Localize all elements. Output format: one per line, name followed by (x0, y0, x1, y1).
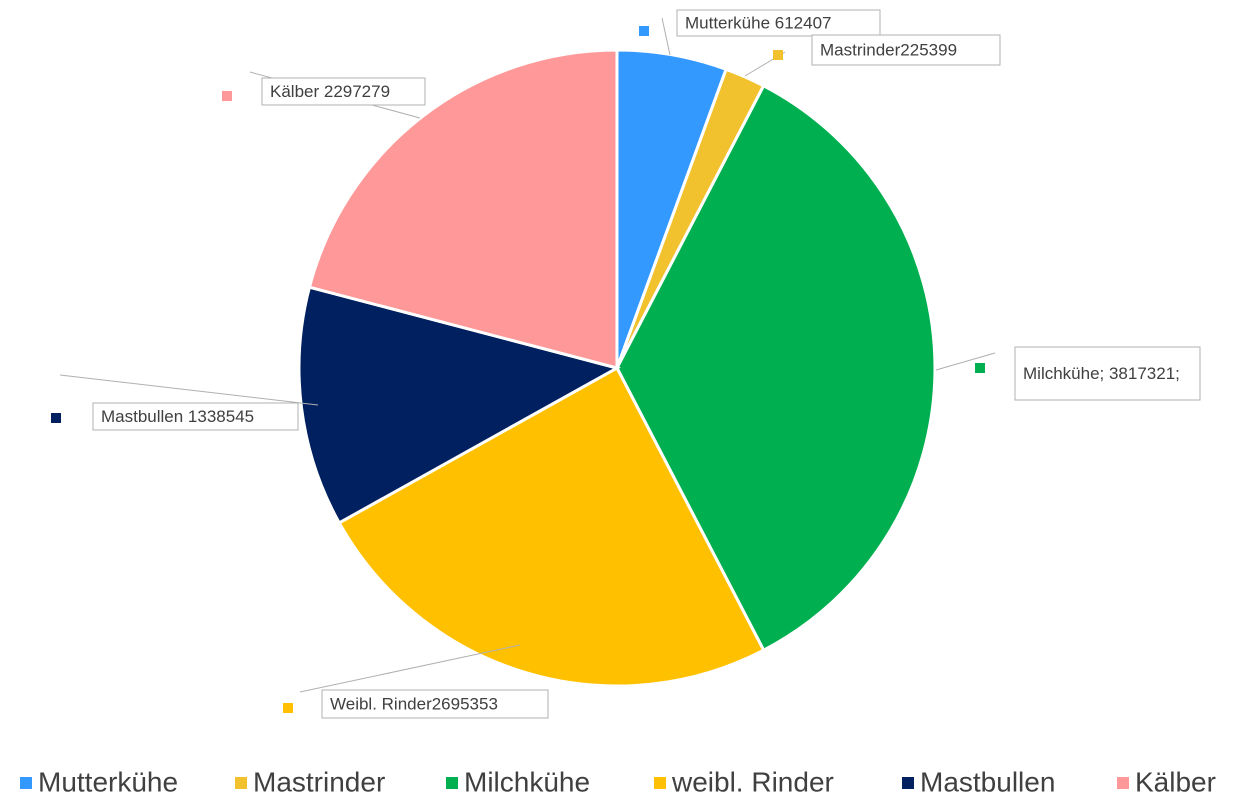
legend-key (20, 777, 32, 789)
legend-label: Mastbullen (920, 766, 1055, 797)
data-label-box (1014, 346, 1201, 401)
data-label-box (676, 9, 881, 37)
data-label-key (639, 26, 649, 36)
data-label-box (92, 402, 299, 431)
data-label: Kälber 2297279 (270, 82, 390, 101)
leader-line (935, 352, 996, 371)
data-label: Mastrinder225399 (820, 40, 957, 59)
data-label-box (261, 77, 426, 106)
data-label: Mutterkühe 612407 (685, 13, 832, 32)
data-label-box (811, 34, 1001, 66)
legend-key (446, 777, 458, 789)
legend-key (654, 777, 666, 789)
legend-key (235, 777, 247, 789)
legend-label: Mastrinder (253, 766, 385, 797)
data-label: Mastbullen 1338545 (101, 407, 254, 426)
legend-label: Mutterkühe (38, 766, 178, 797)
data-label: Weibl. Rinder2695353 (330, 694, 498, 713)
data-label-key (773, 50, 783, 60)
legend-label: Kälber (1135, 766, 1216, 797)
legend-label: weibl. Rinder (671, 766, 834, 797)
legend-key (902, 777, 914, 789)
data-label-box (321, 689, 549, 719)
pie-slice (615, 83, 937, 653)
legend-label: Milchkühe (464, 766, 590, 797)
data-label-key (51, 413, 61, 423)
legend-key (1117, 777, 1129, 789)
data-label-key (222, 91, 232, 101)
data-label-key (283, 703, 293, 713)
data-label-key (975, 363, 985, 373)
pie-slice (337, 365, 766, 688)
leader-line (59, 374, 319, 406)
leader-line (661, 17, 671, 56)
leader-line (299, 644, 521, 693)
data-label: Milchkühe; 3817321; (1023, 364, 1180, 383)
pie-slice (307, 48, 619, 370)
pie-slice (297, 285, 621, 525)
